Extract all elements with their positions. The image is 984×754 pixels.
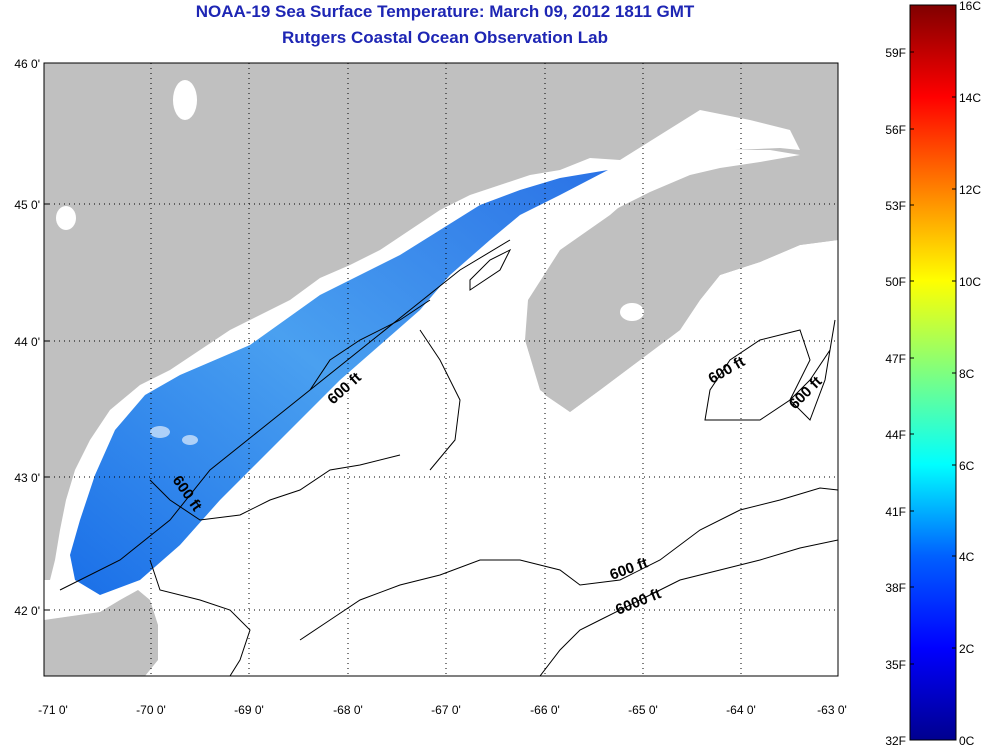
lat-axis: 46 0' 45 0' 44 0' 43 0' 42 0' — [14, 57, 50, 618]
lat-tick-label: 46 0' — [14, 57, 40, 71]
lon-tick-label: -65 0' — [628, 703, 658, 717]
colorbar-celsius-label: 0C — [959, 734, 975, 748]
colorbar-fahrenheit-label: 44F — [885, 428, 906, 442]
colorbar-fahrenheit-label: 47F — [885, 352, 906, 366]
lat-tick-label: 43 0' — [14, 471, 40, 485]
lon-tick-label: -64 0' — [726, 703, 756, 717]
colorbar-fahrenheit-label: 41F — [885, 505, 906, 519]
map-subtitle: Rutgers Coastal Ocean Observation Lab — [282, 28, 608, 47]
depth-contours — [59, 239, 838, 676]
colorbar-celsius-label: 8C — [959, 367, 975, 381]
grid-lines — [44, 63, 838, 676]
lon-tick-label: -70 0' — [136, 703, 166, 717]
colorbar-fahrenheit-label: 38F — [885, 581, 906, 595]
lon-tick-label: -71 0' — [38, 703, 68, 717]
sst-swath — [70, 170, 608, 595]
colorbar-celsius-label: 6C — [959, 459, 975, 473]
lat-tick-label: 44 0' — [14, 335, 40, 349]
lat-tick-label: 42 0' — [14, 604, 40, 618]
lon-tick-label: -67 0' — [431, 703, 461, 717]
lon-axis: -71 0' -70 0' -69 0' -68 0' -67 0' -66 0… — [38, 703, 847, 717]
bay-of-fundy — [520, 150, 800, 260]
colorbar-celsius-label: 16C — [959, 0, 981, 13]
temperature-colorbar: 16C 14C 12C 10C 8C 6C 4C 2C 0C 59F 56F 5… — [885, 0, 981, 748]
land-cape-cod — [44, 590, 158, 676]
lon-tick-label: -68 0' — [333, 703, 363, 717]
colorbar-celsius-label: 14C — [959, 91, 981, 105]
colorbar-celsius-label: 2C — [959, 642, 975, 656]
map-panel: 600 ft 600 ft 600 ft 600 ft 600 ft 6000 … — [43, 62, 839, 677]
lon-tick-label: -69 0' — [234, 703, 264, 717]
land-nova-scotia — [528, 150, 838, 412]
lon-tick-label: -66 0' — [530, 703, 560, 717]
colorbar-celsius-label: 12C — [959, 183, 981, 197]
map-title: NOAA-19 Sea Surface Temperature: March 0… — [195, 2, 695, 21]
colorbar-fahrenheit-label: 59F — [885, 46, 906, 60]
colorbar-fahrenheit-label: 35F — [885, 658, 906, 672]
lat-tick-label: 45 0' — [14, 198, 40, 212]
colorbar-fahrenheit-label: 32F — [885, 734, 906, 748]
colorbar-fahrenheit-label: 56F — [885, 123, 906, 137]
colorbar-fahrenheit-label: 50F — [885, 275, 906, 289]
lon-tick-label: -63 0' — [817, 703, 847, 717]
colorbar-fahrenheit-label: 53F — [885, 199, 906, 213]
colorbar-celsius-label: 4C — [959, 550, 975, 564]
colorbar-celsius-label: 10C — [959, 275, 981, 289]
